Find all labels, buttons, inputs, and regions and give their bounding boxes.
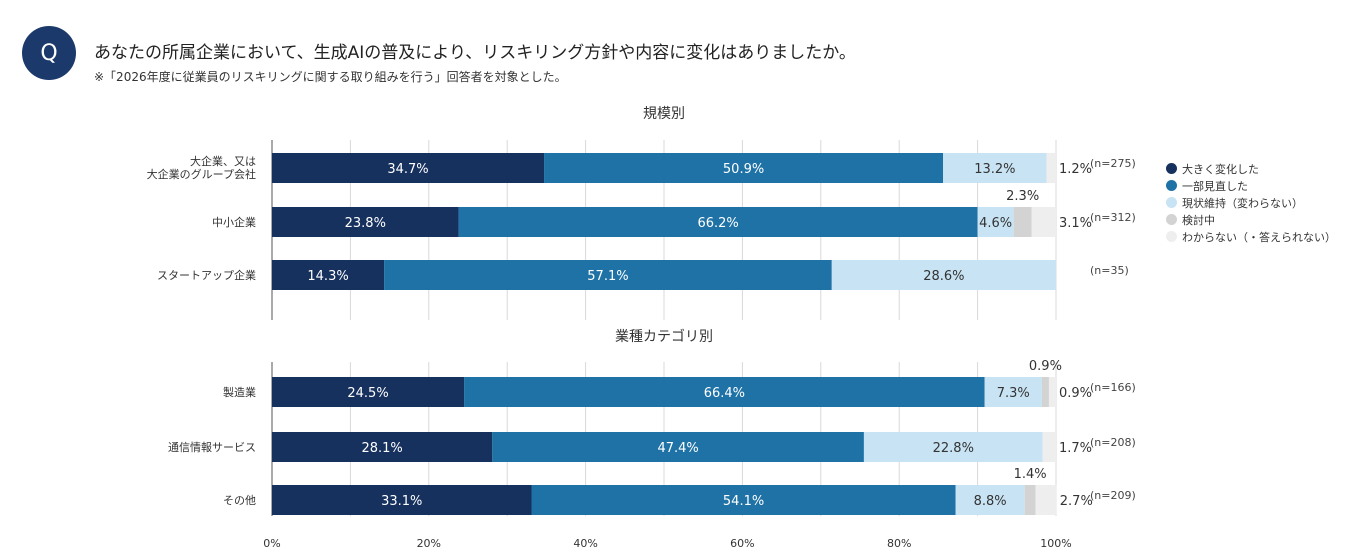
bar-segment <box>458 207 978 237</box>
legend-item: 一部見直した <box>1166 177 1336 194</box>
sample-size-label: (n=208) <box>1090 436 1136 449</box>
legend-label: 検討中 <box>1182 213 1215 227</box>
data-label: 0.9% <box>1059 386 1092 401</box>
category-label: 大企業のグループ会社 <box>147 167 256 181</box>
data-label: 1.2% <box>1059 162 1092 177</box>
data-label: 4.6% <box>979 216 1012 231</box>
bar-segment <box>943 153 1047 183</box>
x-tick-label: 100% <box>1040 537 1071 550</box>
bar-segment <box>492 432 864 462</box>
legend-swatch <box>1166 180 1177 191</box>
data-label: 47.4% <box>657 441 698 456</box>
chart-title: 業種カテゴリ別 <box>615 328 713 345</box>
bar-segment <box>1046 153 1056 183</box>
question-note: ※「2026年度に従業員のリスキリングに関する取り組みを行う」回答者を対象とした… <box>94 70 567 84</box>
category-label: スタートアップ企業 <box>157 268 256 282</box>
legend-swatch <box>1166 214 1177 225</box>
data-label: 22.8% <box>933 441 974 456</box>
bar-segment <box>544 153 944 183</box>
data-label: 1.4% <box>1014 467 1047 482</box>
data-label: 24.5% <box>347 386 388 401</box>
bar-segment <box>1031 207 1056 237</box>
data-label: 1.7% <box>1059 441 1092 456</box>
legend-swatch <box>1166 197 1177 208</box>
chart-legend: 大きく変化した 一部見直した現状維持（変わらない） 検討中わからない（・答えられない… <box>1166 160 1336 245</box>
sample-size-label: (n=275) <box>1090 157 1136 170</box>
chart-title: 規模別 <box>643 106 685 122</box>
data-label: 2.7% <box>1060 494 1093 509</box>
sample-size-label: (n=209) <box>1090 489 1136 502</box>
bar-segment <box>831 260 1056 290</box>
data-label: 57.1% <box>587 269 628 284</box>
category-label: 通信情報サービス <box>168 441 256 454</box>
category-label: 製造業 <box>223 385 256 399</box>
legend-swatch <box>1166 163 1177 174</box>
bar-segment <box>384 260 832 290</box>
data-label: 8.8% <box>974 494 1007 509</box>
x-tick-label: 80% <box>887 537 911 550</box>
legend-item: 大きく変化した <box>1166 160 1336 177</box>
bar-segment <box>272 153 545 183</box>
data-label: 50.9% <box>723 162 764 177</box>
data-label: 28.6% <box>923 269 964 284</box>
bar-segment <box>272 432 493 462</box>
sample-size-label: (n=312) <box>1090 211 1136 224</box>
category-label: その他 <box>223 494 256 507</box>
x-tick-label: 60% <box>730 537 754 550</box>
bar-segment <box>1042 432 1056 462</box>
bar-segment <box>984 377 1042 407</box>
x-tick-label: 40% <box>573 537 597 550</box>
data-label: 54.1% <box>723 494 764 509</box>
bar-segment <box>464 377 985 407</box>
data-label: 66.2% <box>697 216 738 231</box>
legend-label: 一部見直した <box>1182 179 1248 193</box>
bar-segment <box>955 485 1025 515</box>
x-tick-label: 0% <box>263 537 280 550</box>
bar-segment <box>1048 377 1056 407</box>
legend-swatch <box>1166 231 1177 242</box>
bar-segment <box>272 260 385 290</box>
data-label: 13.2% <box>974 162 1015 177</box>
bar-segment <box>1024 485 1036 515</box>
data-label: 0.9% <box>1029 359 1062 374</box>
bar-segment <box>272 207 459 237</box>
legend-item: 検討中 <box>1166 211 1336 228</box>
data-label: 23.8% <box>345 216 386 231</box>
x-tick-label: 20% <box>417 537 441 550</box>
sample-size-label: (n=166) <box>1090 381 1136 394</box>
legend-item: 現状維持（変わらない） <box>1166 194 1336 211</box>
category-label: 大企業、又は <box>190 154 256 168</box>
data-label: 2.3% <box>1006 189 1039 204</box>
question-text: あなたの所属企業において、生成AIの普及により、リスキリング方針や内容に変化はあ… <box>94 43 856 63</box>
legend-label: 大きく変化した <box>1182 162 1259 176</box>
bar-segment <box>272 485 532 515</box>
data-label: 66.4% <box>704 386 745 401</box>
data-label: 33.1% <box>381 494 422 509</box>
legend-label: 現状維持（変わらない） <box>1182 196 1303 210</box>
data-label: 28.1% <box>361 441 402 456</box>
bar-segment <box>863 432 1043 462</box>
bar-segment <box>272 377 465 407</box>
bar-segment <box>531 485 956 515</box>
data-label: 34.7% <box>387 162 428 177</box>
legend-item: わからない（・答えられない） <box>1166 228 1336 245</box>
legend-label: わからない（・答えられない） <box>1182 230 1336 244</box>
data-label: 3.1% <box>1059 216 1092 231</box>
bar-segment <box>1035 485 1057 515</box>
data-label: 7.3% <box>997 386 1030 401</box>
question-badge: Q <box>22 26 76 80</box>
data-label: 14.3% <box>307 269 348 284</box>
bar-segment <box>1041 377 1049 407</box>
category-label: 中小企業 <box>212 215 256 229</box>
bar-segment <box>977 207 1014 237</box>
sample-size-label: (n=35) <box>1090 264 1129 277</box>
bar-segment <box>1013 207 1032 237</box>
